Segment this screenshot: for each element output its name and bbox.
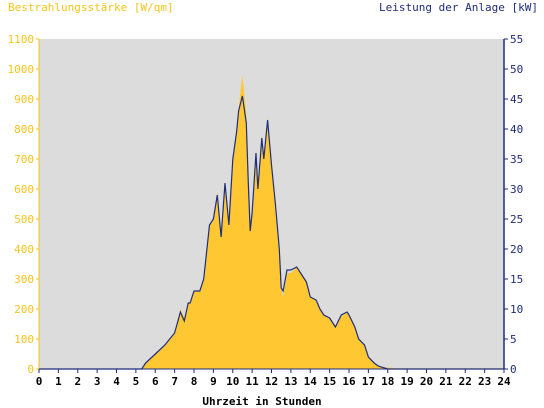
x-tick-label: 24	[497, 375, 511, 388]
right-tick-label: 55	[510, 33, 523, 46]
x-tick-label: 17	[362, 375, 375, 388]
x-tick-label: 12	[265, 375, 278, 388]
right-tick-label: 20	[510, 243, 523, 256]
right-tick-label: 40	[510, 123, 523, 136]
x-tick-label: 11	[246, 375, 260, 388]
left-tick-label: 1000	[8, 63, 35, 76]
left-tick-label: 500	[14, 213, 34, 226]
x-tick-label: 22	[459, 375, 472, 388]
x-tick-label: 18	[381, 375, 394, 388]
left-axis-title: Bestrahlungsstärke [W/qm]	[8, 1, 174, 14]
left-tick-label: 100	[14, 333, 34, 346]
right-tick-label: 50	[510, 63, 523, 76]
x-tick-label: 0	[36, 375, 43, 388]
right-tick-label: 0	[510, 363, 517, 376]
x-tick-label: 16	[342, 375, 356, 388]
right-tick-label: 45	[510, 93, 523, 106]
x-tick-label: 23	[478, 375, 491, 388]
x-tick-label: 13	[284, 375, 297, 388]
axes-layer: 0100200300400500600700800900100011000510…	[8, 33, 524, 388]
x-tick-label: 14	[304, 375, 318, 388]
x-tick-label: 1	[55, 375, 62, 388]
x-tick-label: 3	[94, 375, 101, 388]
x-tick-label: 21	[439, 375, 453, 388]
left-tick-label: 700	[14, 153, 34, 166]
left-tick-label: 800	[14, 123, 34, 136]
left-tick-label: 200	[14, 303, 34, 316]
x-tick-label: 2	[74, 375, 81, 388]
right-tick-label: 25	[510, 213, 523, 226]
left-tick-label: 300	[14, 273, 34, 286]
irradiance-area	[39, 75, 504, 369]
x-tick-label: 4	[113, 375, 120, 388]
series-layer	[39, 75, 504, 370]
x-tick-label: 20	[420, 375, 433, 388]
left-tick-label: 0	[27, 363, 34, 376]
x-tick-label: 5	[133, 375, 140, 388]
x-tick-label: 15	[323, 375, 336, 388]
left-tick-label: 600	[14, 183, 34, 196]
x-tick-label: 10	[226, 375, 239, 388]
x-tick-label: 9	[210, 375, 217, 388]
left-tick-label: 1100	[8, 33, 35, 46]
left-tick-label: 400	[14, 243, 34, 256]
right-axis-title: Leistung der Anlage [kW]	[379, 1, 538, 14]
right-tick-label: 15	[510, 273, 523, 286]
x-tick-label: 19	[401, 375, 414, 388]
right-tick-label: 35	[510, 153, 523, 166]
x-tick-label: 7	[171, 375, 178, 388]
left-tick-label: 900	[14, 93, 34, 106]
x-tick-label: 6	[152, 375, 159, 388]
x-axis-label: Uhrzeit in Stunden	[202, 395, 321, 408]
right-tick-label: 30	[510, 183, 523, 196]
power-line	[39, 95, 504, 370]
x-tick-label: 8	[191, 375, 198, 388]
right-tick-label: 5	[510, 333, 517, 346]
right-tick-label: 10	[510, 303, 523, 316]
